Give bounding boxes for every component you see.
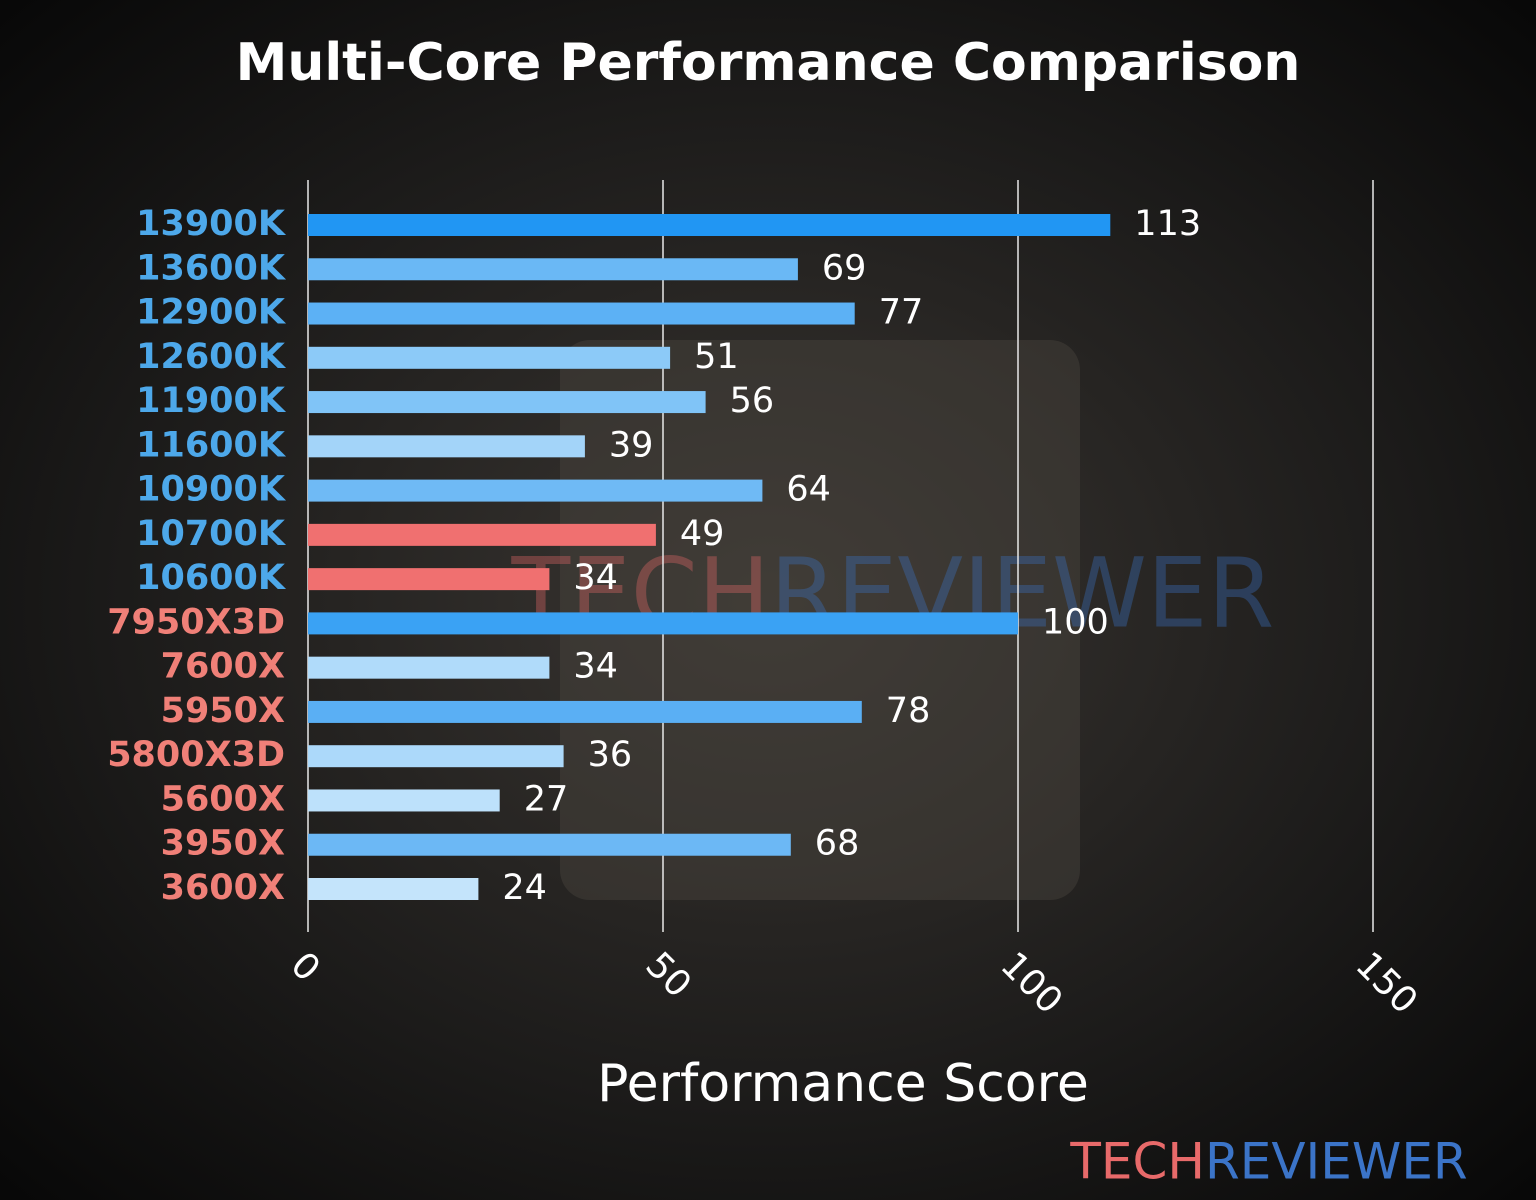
x-axis-label: Performance Score [597,1054,1089,1114]
value-label: 49 [680,514,725,554]
y-tick-label: 13600K [136,248,287,288]
bar [308,302,855,325]
bar [308,789,500,812]
y-tick-label: 3950X [161,824,285,864]
value-label: 78 [886,691,931,731]
value-label: 34 [573,647,618,687]
bar [308,612,1018,635]
bar [308,745,564,768]
y-tick-label: 10700K [136,514,287,554]
value-label: 56 [730,381,775,421]
value-label: 68 [815,824,860,864]
y-tick-label: 7950X3D [107,602,285,642]
bar [308,568,550,591]
y-tick-label: 3600X [161,868,285,908]
value-label: 69 [822,248,867,288]
value-label: 113 [1134,204,1201,244]
bar [308,523,656,546]
value-label: 24 [502,868,547,908]
value-label: 34 [573,558,618,598]
y-tick-label: 13900K [136,204,287,244]
y-tick-label: 5950X [161,691,285,731]
bar [308,833,791,856]
value-label: 27 [524,779,569,819]
bar [308,479,763,502]
bar [308,878,479,900]
y-tick-label: 11600K [136,425,287,465]
value-label: 36 [588,735,633,775]
value-label: 51 [694,337,739,377]
value-label: 39 [609,425,654,465]
value-label: 64 [786,470,831,510]
y-tick-label: 10900K [136,470,287,510]
logo-left: TECH [1069,1133,1205,1191]
y-tick-label: 10600K [136,558,287,598]
value-label: 77 [879,293,924,333]
bar [308,391,706,414]
bar [308,214,1111,236]
bar [308,435,585,458]
y-tick-label: 7600X [161,647,285,687]
value-label: 100 [1042,602,1109,642]
y-tick-label: 11900K [136,381,287,421]
y-tick-label: 5600X [161,779,285,819]
y-tick-label: 12600K [136,337,287,377]
bar [308,656,550,679]
bar [308,346,671,369]
logo-right: REVIEWER [1205,1133,1468,1191]
bar [308,258,798,281]
y-tick-label: 12900K [136,293,287,333]
bar [308,700,862,723]
y-tick-label: 5800X3D [107,735,285,775]
chart-title: Multi-Core Performance Comparison [236,33,1301,93]
